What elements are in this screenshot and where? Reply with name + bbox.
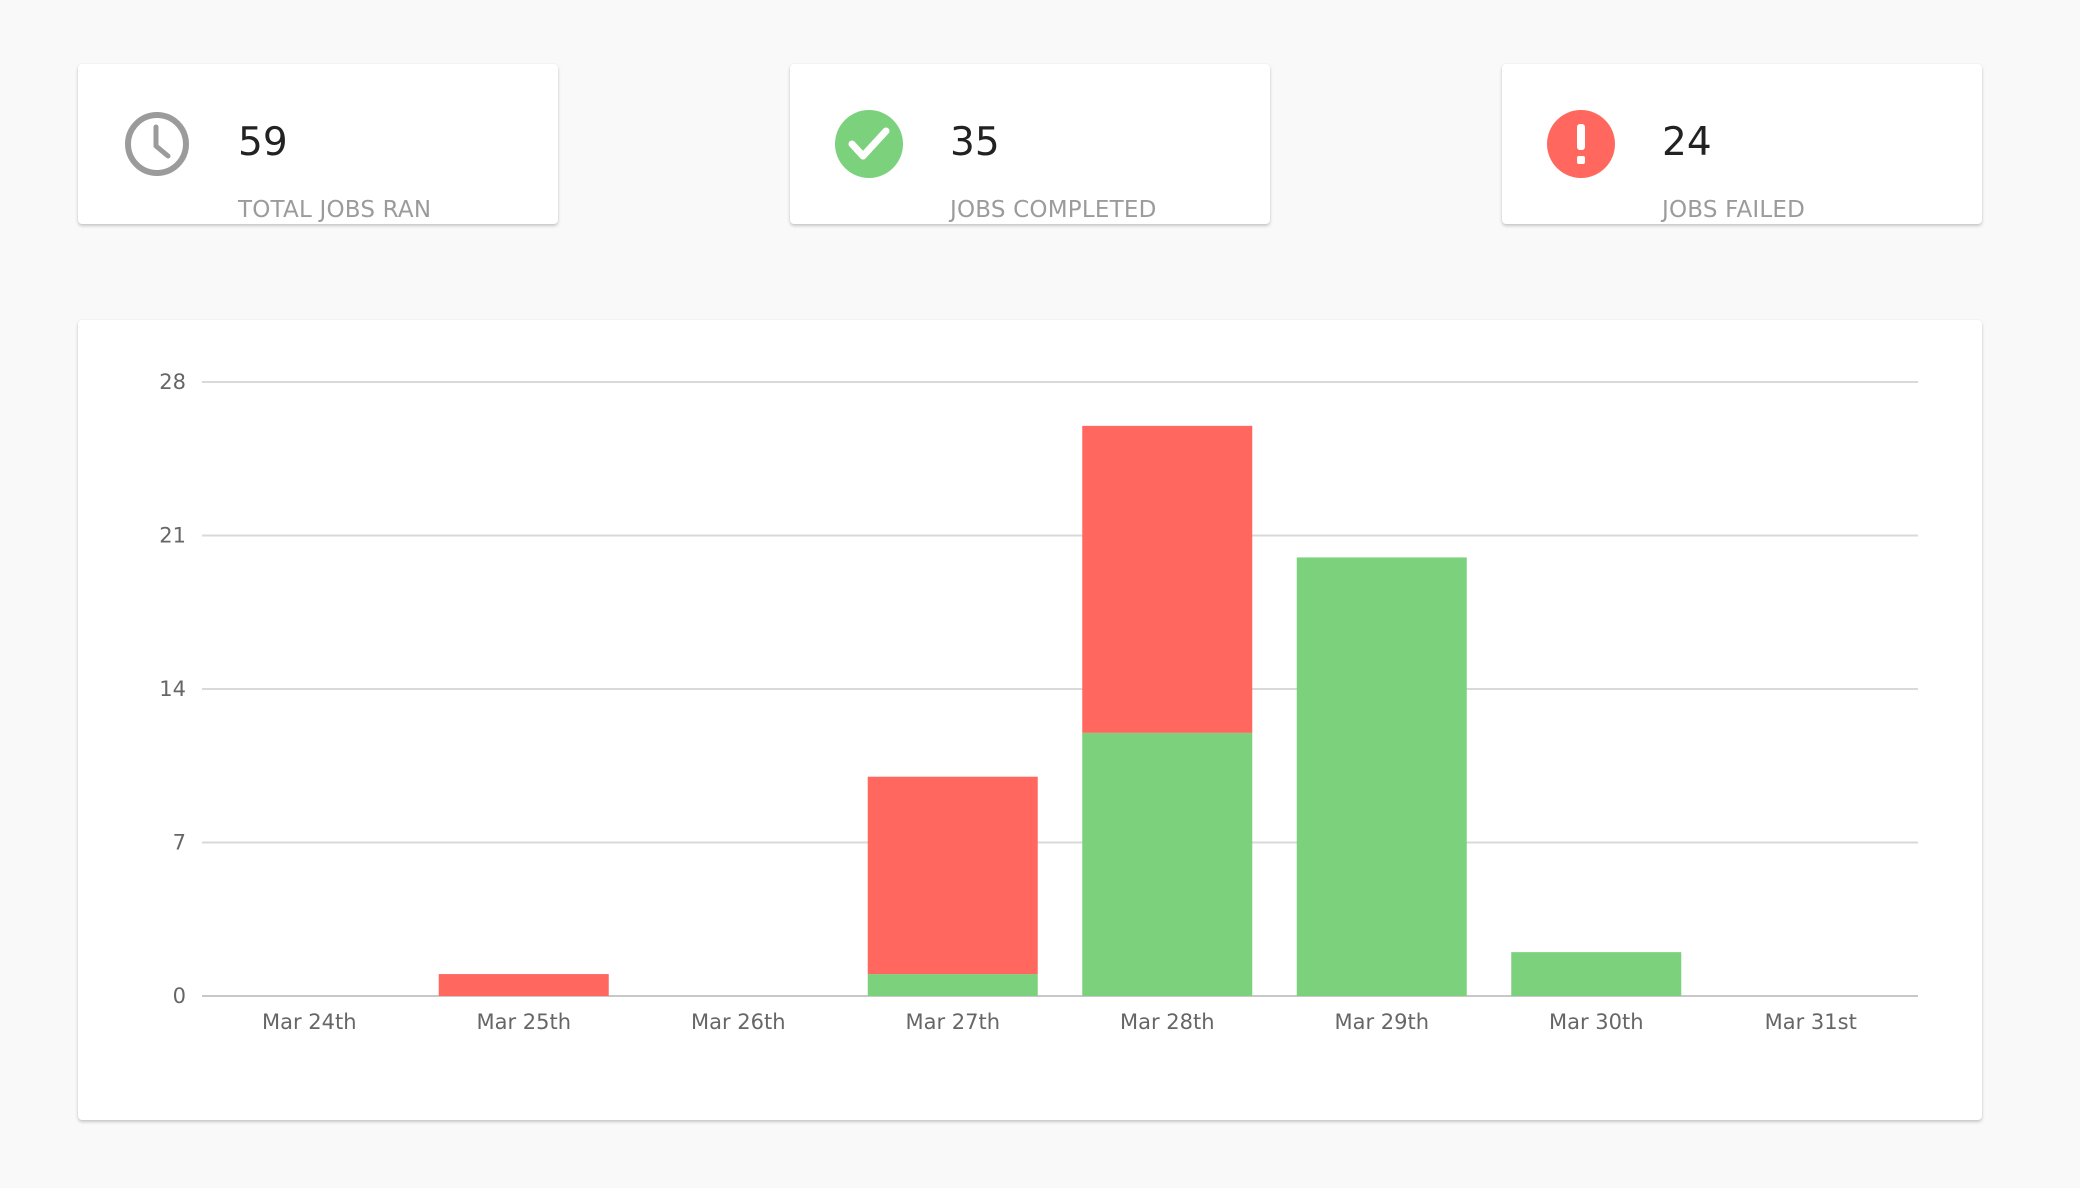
jobs-bar-chart: 0 7 14 21 28 Mar 24th Mar 25th Mar 26th Mar 27th… (159, 370, 1918, 1034)
bar-segment (1082, 732, 1253, 996)
y-tick-label: 21 (159, 524, 186, 548)
jobs-completed-label: JOBS COMPLETED (950, 197, 1157, 223)
x-tick-label: Mar 31st (1765, 1010, 1857, 1034)
jobs-failed-label: JOBS FAILED (1662, 197, 1806, 223)
bar-segment (1511, 952, 1682, 996)
x-tick-label: Mar 28th (1120, 1010, 1215, 1034)
y-tick-label: 14 (159, 677, 186, 701)
jobs-completed-value: 35 (950, 120, 1000, 165)
x-tick-label: Mar 30th (1549, 1010, 1644, 1034)
x-tick-label: Mar 24th (262, 1010, 357, 1034)
bar-segment (867, 776, 1038, 975)
total-jobs-card: 59 TOTAL JOBS RAN (78, 64, 558, 224)
bar-segment (438, 974, 609, 996)
bar-segment (1082, 425, 1253, 733)
jobs-failed-card: 24 JOBS FAILED (1502, 64, 1982, 224)
y-tick-label: 0 (173, 984, 186, 1008)
total-jobs-label: TOTAL JOBS RAN (238, 197, 432, 223)
x-tick-label: Mar 29th (1334, 1010, 1429, 1034)
x-tick-label: Mar 27th (905, 1010, 1000, 1034)
jobs-chart-card: 0 7 14 21 28 Mar 24th Mar 25th Mar 26th Mar 27th… (78, 320, 1982, 1120)
clock-icon (123, 110, 191, 178)
bar-segment (1296, 557, 1467, 996)
x-tick-label: Mar 25th (476, 1010, 571, 1034)
total-jobs-value: 59 (238, 120, 288, 165)
jobs-failed-value: 24 (1662, 120, 1712, 165)
y-tick-label: 7 (173, 831, 186, 855)
jobs-completed-card: 35 JOBS COMPLETED (790, 64, 1270, 224)
x-tick-label: Mar 26th (691, 1010, 786, 1034)
exclamation-circle-icon (1547, 110, 1615, 178)
check-circle-icon (835, 110, 903, 178)
y-tick-label: 28 (159, 370, 186, 394)
bar-segment (867, 974, 1038, 996)
